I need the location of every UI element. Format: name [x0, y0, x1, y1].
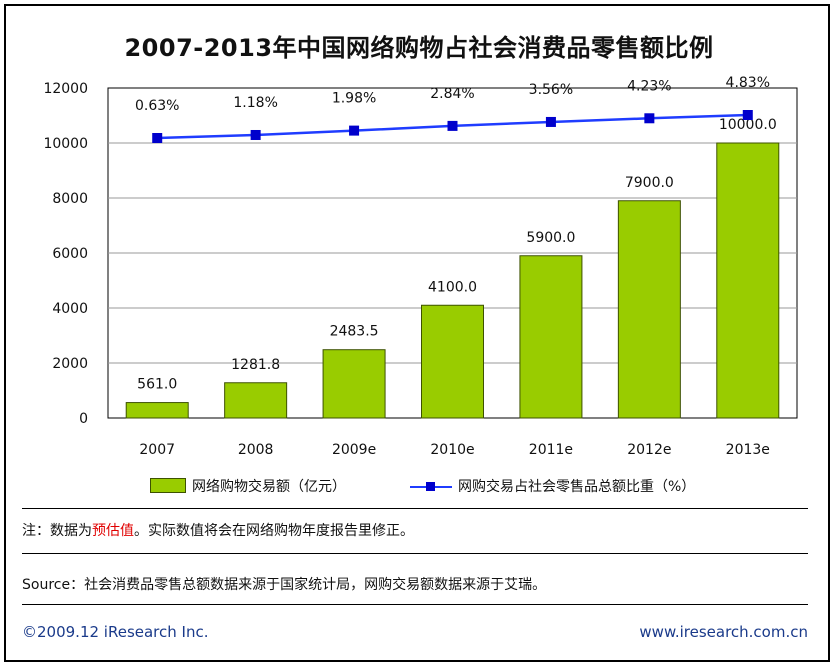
website-link[interactable]: www.iresearch.com.cn [639, 623, 808, 641]
divider-1 [22, 508, 808, 509]
bar-value-label: 10000.0 [719, 117, 777, 133]
x-tick-label: 2007 [139, 442, 175, 458]
bar-value-label: 4100.0 [428, 279, 477, 295]
bar-value-label: 2483.5 [330, 324, 379, 340]
bar [617, 200, 681, 419]
legend-line-label: 网购交易占社会零售品总额比重（%） [458, 479, 696, 495]
y-tick-label: 8000 [52, 191, 88, 207]
x-tick-label: 2013e [726, 442, 770, 458]
line-marker [152, 133, 163, 143]
y-tick-label: 4000 [52, 301, 88, 317]
line-marker [447, 120, 458, 131]
bar-value-label: 1281.8 [231, 357, 280, 373]
bar-value-label: 561.0 [137, 377, 177, 393]
divider-3 [22, 604, 808, 605]
line-value-label: 3.56% [529, 82, 573, 98]
x-tick-label: 2010e [430, 442, 474, 458]
line-value-label: 0.63% [135, 98, 179, 114]
y-tick-label: 6000 [52, 246, 88, 262]
chart-title: 2007-2013年中国网络购物占社会消费品零售额比例 [124, 34, 714, 62]
line-marker [545, 116, 556, 127]
x-tick-label: 2009e [332, 442, 376, 458]
y-tick-label: 0 [79, 411, 88, 427]
legend-bar-swatch [150, 478, 186, 493]
x-tick-label: 2012e [627, 442, 671, 458]
bar-value-label: 7900.0 [625, 175, 674, 191]
line-marker [644, 113, 655, 124]
bar [322, 349, 386, 419]
bar [716, 142, 780, 419]
line-marker [742, 110, 753, 120]
legend-line: 网购交易占社会零售品总额比重（%） [410, 476, 695, 496]
y-tick-label: 12000 [43, 81, 88, 97]
line-value-label: 4.23% [627, 78, 671, 94]
line-marker [250, 129, 261, 140]
legend-bar-label: 网络购物交易额（亿元） [192, 479, 346, 495]
y-tick-label: 2000 [52, 356, 88, 372]
line-value-label: 2.84% [430, 86, 474, 102]
x-tick-label: 2011e [529, 442, 573, 458]
line-value-label: 1.18% [233, 95, 277, 111]
line-value-label: 4.83% [726, 75, 770, 91]
note-text: 注：数据为预估值。实际数值将会在网络购物年度报告里修正。 [22, 523, 414, 539]
line-value-label: 1.98% [332, 91, 376, 107]
source-text: Source：社会消费品零售总额数据来源于国家统计局，网购交易额数据来源于艾瑞。 [22, 577, 547, 593]
bar [519, 255, 583, 419]
copyright-text: ©2009.12 iResearch Inc. [22, 623, 209, 641]
legend-line-swatch [410, 480, 452, 493]
divider-2 [22, 553, 808, 554]
bar [421, 304, 484, 419]
bar [125, 402, 189, 419]
line-marker [349, 125, 360, 136]
bar [224, 382, 288, 419]
y-tick-label: 10000 [43, 136, 88, 152]
x-tick-label: 2008 [238, 442, 274, 458]
bar-value-label: 5900.0 [526, 230, 575, 246]
legend-bar: 网络购物交易额（亿元） [150, 476, 346, 496]
